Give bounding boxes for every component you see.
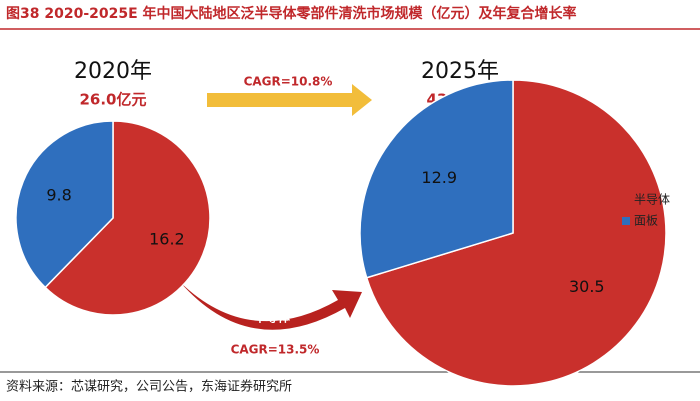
segment-arrow <box>180 282 362 330</box>
data-label: 9.8 <box>46 186 71 205</box>
pie-slice <box>44 120 211 316</box>
chart-title: 图38 2020-2025E 年中国大陆地区泛半导体零部件清洗市场规模（亿元）及… <box>6 5 577 22</box>
data-label: 16.2 <box>149 229 185 248</box>
pie-subtitle: 26.0亿元 <box>79 91 146 109</box>
growth-arrow <box>207 84 372 116</box>
legend-label: 面板 <box>634 214 658 228</box>
pie-title: 2025年 <box>421 59 499 84</box>
legend-swatch <box>622 217 630 225</box>
data-label: 30.5 <box>569 277 605 296</box>
source: 资料来源：芯谋研究，公司公告，东海证券研究所 <box>6 379 292 395</box>
pie-slice <box>365 79 667 387</box>
annotation: 半导体 <box>254 310 291 325</box>
pie-slice <box>15 120 114 289</box>
pie-slice <box>359 79 514 279</box>
legend-swatch <box>622 196 630 204</box>
annotation: CAGR=13.5% <box>231 343 320 357</box>
legend-label: 半导体 <box>634 193 670 207</box>
annotation: CAGR=10.8% <box>244 75 333 89</box>
pie-title: 2020年 <box>74 59 152 84</box>
data-label: 12.9 <box>421 168 457 187</box>
